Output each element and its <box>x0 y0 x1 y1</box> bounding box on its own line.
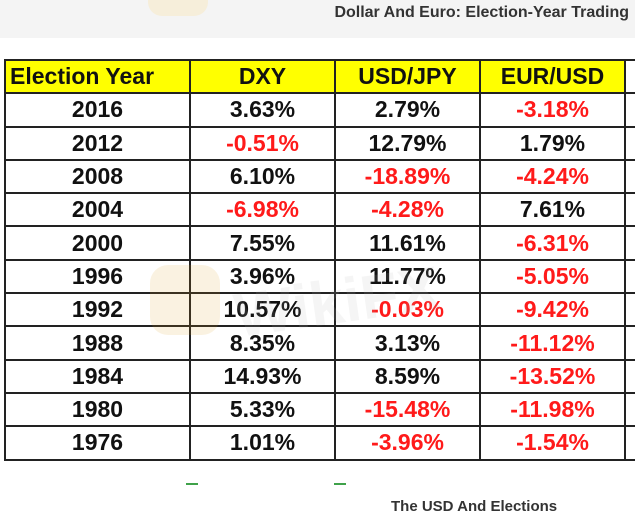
green-tick-mark <box>186 483 198 485</box>
cell-eurusd: 1.79% <box>479 125 626 161</box>
cell-dxy: -6.98% <box>189 192 336 228</box>
column-header-dxy: DXY <box>189 59 336 95</box>
table-row: 1984 14.93% 8.59% -13.52% <box>4 358 635 394</box>
cell-dxy: -0.51% <box>189 125 336 161</box>
cell-extra <box>624 325 635 361</box>
cell-extra <box>624 158 635 195</box>
cell-usdjpy: 3.13% <box>334 325 481 361</box>
cell-dxy: 10.57% <box>189 292 336 328</box>
cell-dxy: 3.63% <box>189 92 336 128</box>
cell-year: 2000 <box>4 225 191 261</box>
table-row: 2016 3.63% 2.79% -3.18% <box>4 92 635 128</box>
election-returns-table: Election Year DXY USD/JPY EUR/USD 2016 3.… <box>4 59 635 461</box>
cell-year: 2012 <box>4 125 191 161</box>
header-band <box>0 0 635 38</box>
cell-dxy: 3.96% <box>189 258 336 295</box>
table-row: 2000 7.55% 11.61% -6.31% <box>4 225 635 261</box>
green-tick-mark <box>334 483 346 485</box>
cell-dxy: 1.01% <box>189 425 336 461</box>
cell-dxy: 5.33% <box>189 391 336 428</box>
cell-usdjpy: 11.61% <box>334 225 481 261</box>
cell-extra <box>624 391 635 428</box>
footer-caption: The USD And Elections <box>391 498 558 515</box>
cell-eurusd: -1.54% <box>479 425 626 461</box>
cell-extra <box>624 125 635 161</box>
page-title: Dollar And Euro: Election-Year Trading <box>334 4 629 21</box>
cell-usdjpy: -18.89% <box>334 158 481 195</box>
decorative-blob <box>148 0 208 16</box>
cell-year: 1980 <box>4 391 191 428</box>
cell-year: 2004 <box>4 192 191 228</box>
cell-eurusd: -6.31% <box>479 225 626 261</box>
cell-eurusd: -13.52% <box>479 358 626 394</box>
column-header-election-year: Election Year <box>4 59 191 95</box>
cell-extra <box>624 292 635 328</box>
table-row: 1992 10.57% -0.03% -9.42% <box>4 292 635 328</box>
table-row: 1980 5.33% -15.48% -11.98% <box>4 391 635 428</box>
cell-year: 1992 <box>4 292 191 328</box>
cell-year: 1996 <box>4 258 191 295</box>
cell-extra <box>624 258 635 295</box>
cell-usdjpy: -3.96% <box>334 425 481 461</box>
table-row: 2012 -0.51% 12.79% 1.79% <box>4 125 635 161</box>
table-row: 1996 3.96% 11.77% -5.05% <box>4 258 635 295</box>
cell-year: 2008 <box>4 158 191 195</box>
cell-eurusd: -11.12% <box>479 325 626 361</box>
cell-dxy: 6.10% <box>189 158 336 195</box>
column-header-extra <box>624 59 635 95</box>
cell-eurusd: -4.24% <box>479 158 626 195</box>
cell-dxy: 7.55% <box>189 225 336 261</box>
cell-eurusd: -3.18% <box>479 92 626 128</box>
cell-extra <box>624 192 635 228</box>
table-row: 2008 6.10% -18.89% -4.24% <box>4 158 635 195</box>
table-row: 1988 8.35% 3.13% -11.12% <box>4 325 635 361</box>
cell-dxy: 14.93% <box>189 358 336 394</box>
cell-extra <box>624 425 635 461</box>
cell-usdjpy: 11.77% <box>334 258 481 295</box>
table-row: 2004 -6.98% -4.28% 7.61% <box>4 192 635 228</box>
cell-year: 2016 <box>4 92 191 128</box>
cell-extra <box>624 225 635 261</box>
cell-year: 1984 <box>4 358 191 394</box>
cell-dxy: 8.35% <box>189 325 336 361</box>
cell-eurusd: 7.61% <box>479 192 626 228</box>
table-container: Election Year DXY USD/JPY EUR/USD 2016 3.… <box>4 59 635 483</box>
table-header-row: Election Year DXY USD/JPY EUR/USD <box>4 59 635 95</box>
cell-eurusd: -5.05% <box>479 258 626 295</box>
cell-year: 1988 <box>4 325 191 361</box>
table-row: 1976 1.01% -3.96% -1.54% <box>4 425 635 461</box>
cell-usdjpy: -4.28% <box>334 192 481 228</box>
cell-eurusd: -11.98% <box>479 391 626 428</box>
cell-usdjpy: 12.79% <box>334 125 481 161</box>
cell-eurusd: -9.42% <box>479 292 626 328</box>
cell-year: 1976 <box>4 425 191 461</box>
column-header-usdjpy: USD/JPY <box>334 59 481 95</box>
cell-usdjpy: -0.03% <box>334 292 481 328</box>
cell-usdjpy: 2.79% <box>334 92 481 128</box>
cell-extra <box>624 358 635 394</box>
cell-usdjpy: -15.48% <box>334 391 481 428</box>
cell-usdjpy: 8.59% <box>334 358 481 394</box>
column-header-eurusd: EUR/USD <box>479 59 626 95</box>
table-body: 2016 3.63% 2.79% -3.18% 2012 -0.51% 12.79% 1.79… <box>4 92 635 461</box>
cell-extra <box>624 92 635 128</box>
